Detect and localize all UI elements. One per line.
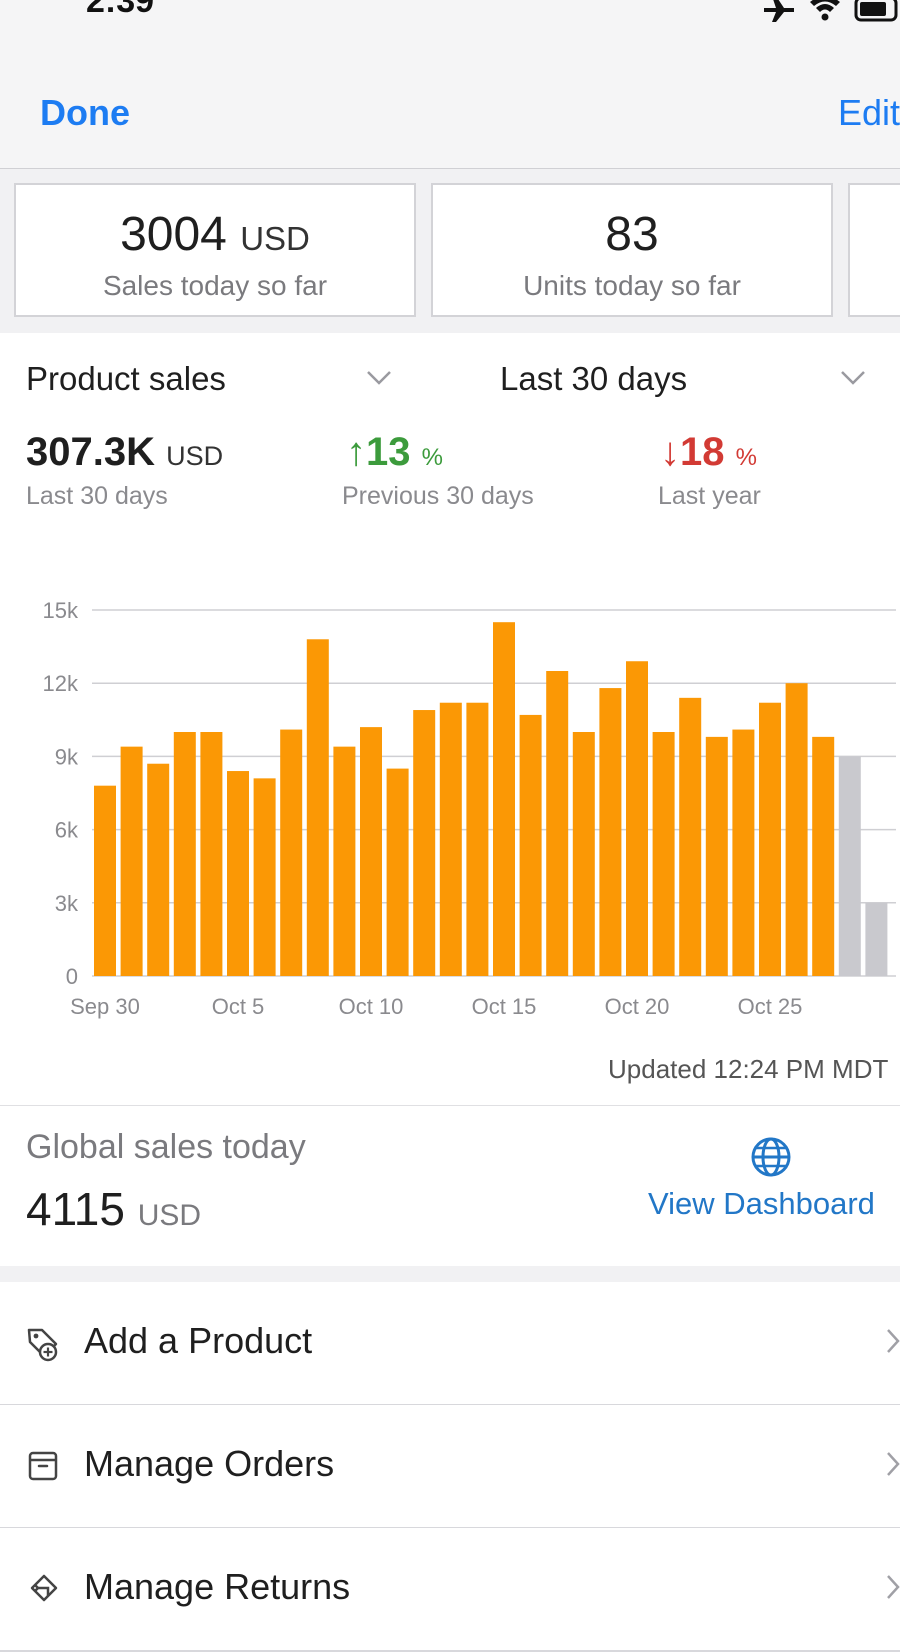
wifi-icon — [810, 0, 840, 21]
sales-bar[interactable] — [253, 778, 276, 976]
vs-previous-value: ↑13 % — [346, 430, 443, 474]
x-tick-label: Oct 5 — [212, 994, 265, 1019]
x-tick-label: Oct 10 — [339, 994, 404, 1019]
sales-bar[interactable] — [546, 671, 569, 976]
x-tick-label: Oct 15 — [472, 994, 537, 1019]
add-product-item[interactable]: Add a Product — [0, 1282, 900, 1406]
status-bar: 2:39 — [0, 0, 900, 40]
sales-bar[interactable] — [572, 732, 595, 976]
y-tick-label: 9k — [55, 744, 79, 769]
sales-bar[interactable] — [280, 729, 303, 976]
vs-last-year-value: ↓18 % — [660, 430, 757, 474]
sales-bar[interactable] — [439, 702, 462, 976]
battery-icon — [854, 0, 898, 22]
y-tick-label: 12k — [43, 671, 79, 696]
last-year-bar[interactable] — [838, 756, 861, 976]
sales-today-label: Sales today so far — [102, 270, 328, 301]
y-tick-label: 6k — [55, 818, 79, 843]
return-icon — [30, 1574, 58, 1602]
sales-bar[interactable] — [652, 732, 675, 976]
units-today-value: 83 — [605, 208, 659, 261]
sales-bar[interactable] — [599, 688, 622, 976]
x-tick-label: Oct 20 — [605, 994, 670, 1019]
manage-orders-label: Manage Orders — [84, 1443, 335, 1484]
sales-bar[interactable] — [333, 746, 356, 976]
vs-last-year-label: Last year — [658, 482, 761, 510]
sales-bar[interactable] — [173, 732, 196, 976]
sales-bar[interactable] — [812, 736, 835, 976]
sales-bar[interactable] — [785, 683, 808, 976]
sales-bar[interactable] — [626, 661, 648, 976]
arrow-down-icon: ↓ — [660, 430, 680, 474]
units-today-card[interactable]: 83 Units today so far — [431, 183, 833, 317]
chevron-right-icon — [887, 1452, 900, 1476]
sales-bar[interactable] — [147, 763, 170, 976]
sales-bar[interactable] — [519, 714, 542, 976]
sales-bar[interactable] — [413, 710, 436, 976]
chevron-right-icon — [887, 1575, 900, 1599]
done-button[interactable]: Done — [40, 92, 130, 133]
units-today-label: Units today so far — [523, 270, 741, 301]
sales-bar[interactable] — [200, 732, 223, 976]
manage-returns-item[interactable]: Manage Returns — [0, 1528, 900, 1652]
global-sales-value: 4115 USD — [26, 1183, 202, 1235]
sales-today-unit: USD — [240, 220, 310, 257]
sales-bar[interactable] — [493, 622, 515, 976]
sales-bar[interactable] — [759, 702, 781, 976]
next-card-partial[interactable] — [848, 183, 900, 317]
chevron-right-icon — [887, 1329, 900, 1353]
updated-timestamp: Updated 12:24 PM MDT — [608, 1054, 889, 1084]
sales-bar[interactable] — [227, 771, 249, 976]
sales-bar-chart[interactable]: 15k 12k 9k 6k 3k 0 Sep 30 Oct 5 Oct 10 Oct 15 Oct … — [0, 334, 900, 1034]
sales-bar[interactable] — [466, 702, 489, 976]
view-dashboard-link[interactable]: View Dashboard — [648, 1186, 875, 1221]
y-tick-label: 0 — [66, 964, 78, 989]
total-sales-label: Last 30 days — [26, 482, 168, 510]
box-icon — [28, 1451, 58, 1481]
last-year-bar[interactable] — [865, 902, 888, 976]
arrow-up-icon: ↑ — [346, 430, 366, 474]
x-tick-label: Sep 30 — [70, 994, 140, 1019]
sales-bar[interactable] — [705, 736, 728, 976]
sales-bar[interactable] — [386, 768, 409, 976]
y-tick-label: 15k — [43, 598, 79, 623]
navigation-bar: Done Edit — [0, 40, 900, 169]
status-time: 2:39 — [86, 0, 155, 20]
y-tick-label: 3k — [55, 891, 79, 916]
section-divider — [0, 1266, 900, 1282]
manage-returns-label: Manage Returns — [84, 1566, 351, 1607]
vs-previous-label: Previous 30 days — [342, 482, 534, 510]
total-sales-value: 307.3K USD — [26, 430, 224, 474]
edit-button[interactable]: Edit — [838, 92, 900, 133]
sales-today-card[interactable]: 3004 USD Sales today so far — [14, 183, 416, 317]
sales-bar[interactable] — [94, 785, 116, 976]
chevron-down-icon[interactable] — [840, 370, 866, 386]
sales-bar[interactable] — [120, 746, 143, 976]
add-product-label: Add a Product — [84, 1320, 313, 1361]
global-sales-panel: Global sales today 4115 USD View Dashboa… — [0, 1105, 900, 1267]
tag-plus-icon — [27, 1328, 58, 1362]
status-icons — [762, 0, 900, 24]
global-sales-label: Global sales today — [26, 1128, 306, 1166]
sales-bar[interactable] — [360, 727, 382, 976]
sales-today-value: 3004 — [120, 208, 227, 261]
metric-selector[interactable]: Product sales — [26, 360, 226, 397]
manage-orders-item[interactable]: Manage Orders — [0, 1405, 900, 1529]
airplane-icon — [764, 0, 794, 22]
product-sales-section: Product sales Last 30 days 307.3K USD La… — [0, 334, 900, 1092]
sales-bar[interactable] — [306, 639, 329, 976]
globe-icon[interactable] — [750, 1136, 792, 1178]
period-selector[interactable]: Last 30 days — [500, 360, 688, 397]
summary-cards-row[interactable]: 3004 USD Sales today so far 83 Units tod… — [0, 169, 900, 333]
x-tick-label: Oct 25 — [738, 994, 803, 1019]
sales-bar[interactable] — [732, 729, 755, 976]
sales-bar[interactable] — [679, 697, 702, 976]
chevron-down-icon[interactable] — [366, 370, 392, 386]
